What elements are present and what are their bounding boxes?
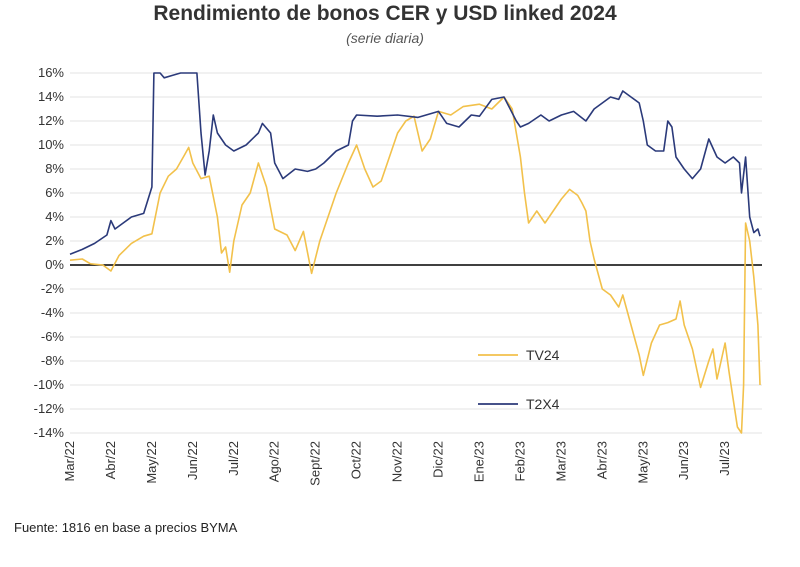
y-tick-label: 10% <box>38 137 64 152</box>
y-tick-label: 16% <box>38 65 64 80</box>
x-tick-label: Mar/23 <box>553 441 568 481</box>
legend: TV24 T2X4 <box>478 347 560 412</box>
y-tick-label: -12% <box>34 401 65 416</box>
grid-lines <box>70 72 762 434</box>
y-tick-label: -8% <box>41 353 65 368</box>
chart-subtitle: (serie diaria) <box>346 30 424 46</box>
series-lines <box>69 72 761 434</box>
x-tick-label: Jul/22 <box>226 441 241 476</box>
source-note: Fuente: 1816 en base a precios BYMA <box>14 520 238 535</box>
series-line-t2x4 <box>69 72 761 255</box>
y-tick-label: 12% <box>38 113 64 128</box>
x-tick-label: May/23 <box>635 441 650 484</box>
y-tick-label: 0% <box>45 257 64 272</box>
y-tick-label: -4% <box>41 305 65 320</box>
x-tick-label: Feb/23 <box>512 441 527 481</box>
x-tick-label: Ene/23 <box>471 441 486 482</box>
x-tick-label: Abr/22 <box>103 441 118 479</box>
x-tick-label: Sept/22 <box>308 441 323 486</box>
y-tick-label: 4% <box>45 209 64 224</box>
y-tick-label: -6% <box>41 329 65 344</box>
legend-label-tv24: TV24 <box>526 347 560 363</box>
x-axis-ticks: Mar/22 Abr/22 May/22 Jun/22 Jul/22 Ago/22 Sept… <box>62 441 732 486</box>
legend-label-t2x4: T2X4 <box>526 396 560 412</box>
y-axis-ticks: 16% 14% 12% 10% 8% 6% 4% 2% 0% -2% -4% -6% -8% -10% -1… <box>34 65 65 440</box>
x-tick-label: Ago/22 <box>267 441 282 482</box>
x-tick-label: Jul/23 <box>717 441 732 476</box>
y-tick-label: -2% <box>41 281 65 296</box>
y-tick-label: 14% <box>38 89 64 104</box>
x-tick-label: Mar/22 <box>62 441 77 481</box>
y-tick-label: 8% <box>45 161 64 176</box>
x-tick-label: Oct/22 <box>349 441 364 479</box>
chart-title: Rendimiento de bonos CER y USD linked 20… <box>153 2 617 25</box>
x-tick-label: Jun/23 <box>676 441 691 480</box>
x-tick-label: Abr/23 <box>594 441 609 479</box>
y-tick-label: -10% <box>34 377 65 392</box>
y-tick-label: 6% <box>45 185 64 200</box>
y-tick-label: -14% <box>34 425 65 440</box>
x-tick-label: Dic/22 <box>431 441 446 478</box>
x-tick-label: Jun/22 <box>185 441 200 480</box>
x-tick-label: May/22 <box>144 441 159 484</box>
series-line-tv24 <box>69 96 761 434</box>
y-tick-label: 2% <box>45 233 64 248</box>
x-tick-label: Nov/22 <box>390 441 405 482</box>
